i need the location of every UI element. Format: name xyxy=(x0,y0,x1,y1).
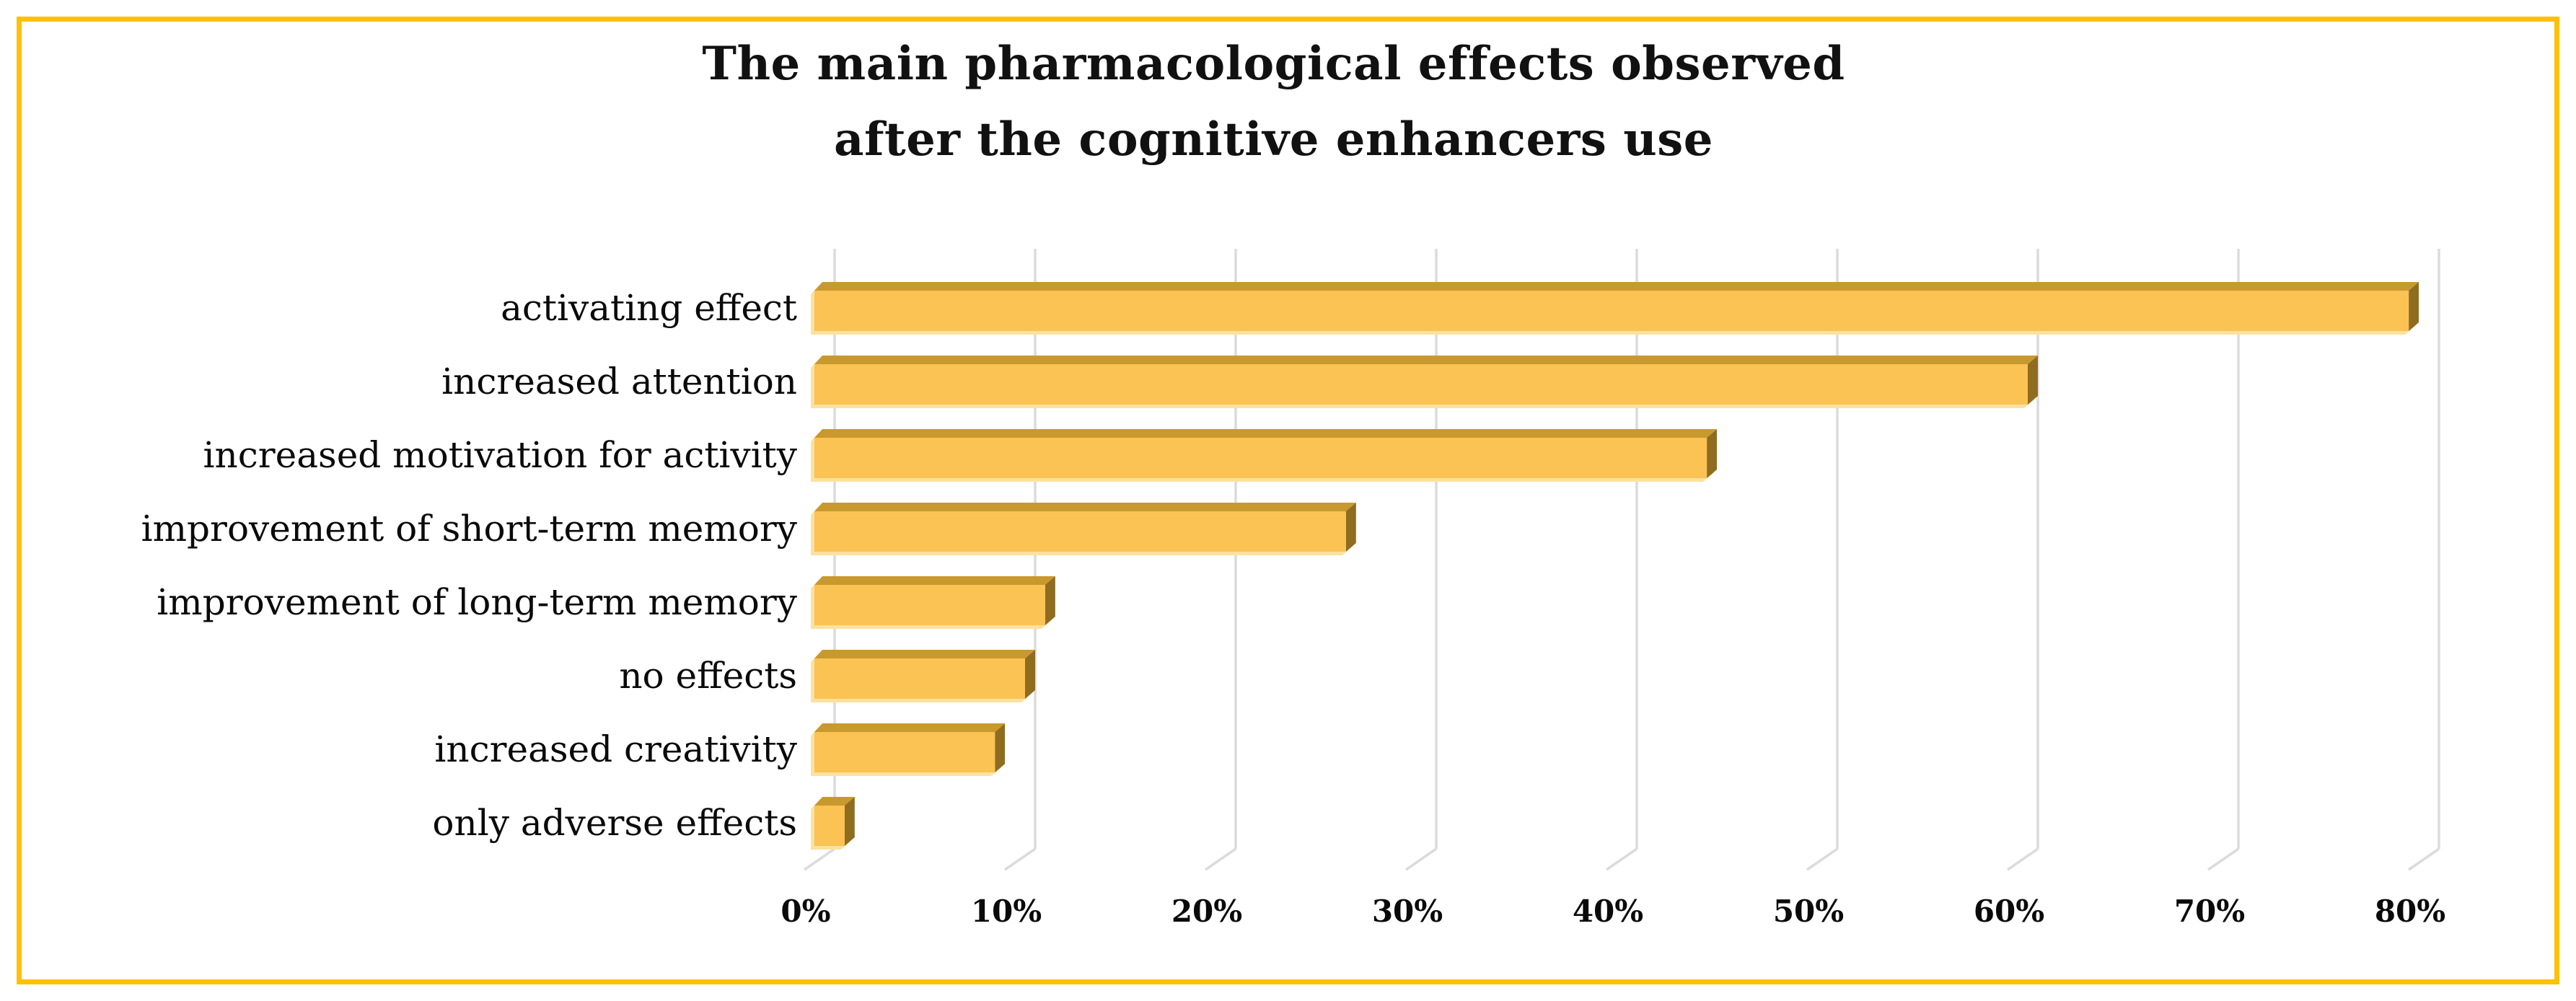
bar-increased-attention xyxy=(814,356,2038,405)
gridline-foot-0 xyxy=(804,847,835,871)
category-label-only-adverse-effects: only adverse effects xyxy=(432,802,797,844)
category-label-activating-effect: activating effect xyxy=(501,287,797,329)
bar-bevel xyxy=(814,723,1005,732)
x-tick-80: 80% xyxy=(2374,894,2446,929)
bar-activating-effect xyxy=(814,282,2419,331)
plot-grid xyxy=(804,249,2440,871)
bar-cap xyxy=(2409,282,2419,331)
gridline-foot-30 xyxy=(1405,847,1437,871)
bar-cap xyxy=(1707,429,1717,478)
x-tick-70: 70% xyxy=(2173,894,2246,929)
x-tick-30: 30% xyxy=(1371,894,1443,929)
x-tick-10: 10% xyxy=(970,894,1042,929)
bar-bevel xyxy=(814,576,1055,585)
chart-title-line-1: The main pharmacological effects observe… xyxy=(702,37,1845,91)
x-tick-50: 50% xyxy=(1772,894,1845,929)
bar-cap xyxy=(1346,503,1356,552)
bar-cap xyxy=(1045,576,1055,625)
gridline-foot-60 xyxy=(2007,847,2039,871)
x-tick-60: 60% xyxy=(1973,894,2045,929)
gridline-foot-80 xyxy=(2408,847,2440,871)
bar-face xyxy=(814,438,1707,478)
bar-cap xyxy=(995,723,1005,772)
category-label-no-effects: no effects xyxy=(619,655,797,697)
bar-face xyxy=(814,364,2028,405)
bar-only-adverse-effects xyxy=(814,797,855,846)
bar-increased-motivation-for-activity xyxy=(814,429,1717,478)
bar-face xyxy=(814,511,1346,552)
gridline-foot-20 xyxy=(1205,847,1236,871)
category-label-improvement-of-long-term-memory: improvement of long-term memory xyxy=(157,581,797,623)
gridline-foot-70 xyxy=(2207,847,2239,871)
figure-frame: The main pharmacological effects observe… xyxy=(17,17,2559,984)
category-label-increased-motivation-for-activity: increased motivation for activity xyxy=(203,434,797,476)
category-label-increased-creativity: increased creativity xyxy=(434,728,797,770)
bar-increased-creativity xyxy=(814,723,1005,772)
bar-improvement-of-long-term-memory xyxy=(814,576,1055,625)
bar-face xyxy=(814,585,1045,625)
bar-bevel xyxy=(814,797,855,806)
bar-cap xyxy=(845,797,855,846)
x-tick-40: 40% xyxy=(1572,894,1644,929)
bar-improvement-of-short-term-memory xyxy=(814,503,1356,552)
bar-bevel xyxy=(814,282,2419,291)
bar-cap xyxy=(1025,650,1035,699)
bar-bevel xyxy=(814,650,1035,658)
chart-title-line-2: after the cognitive enhancers use xyxy=(834,113,1713,167)
category-label-increased-attention: increased attention xyxy=(441,361,797,402)
bar-face xyxy=(814,291,2409,331)
bar-bevel xyxy=(814,503,1356,511)
bar-face xyxy=(814,732,995,772)
x-tick-20: 20% xyxy=(1171,894,1243,929)
bar-bevel xyxy=(814,429,1717,438)
chart-title: The main pharmacological effects observe… xyxy=(22,26,2526,177)
chart-area: The main pharmacological effects observe… xyxy=(22,22,2554,979)
bar-cap xyxy=(2028,356,2038,405)
gridline-foot-10 xyxy=(1004,847,1036,871)
bar-face xyxy=(814,806,845,846)
bar-face xyxy=(814,658,1025,699)
x-tick-0: 0% xyxy=(781,894,831,929)
bar-no-effects xyxy=(814,650,1035,699)
gridline-foot-50 xyxy=(1806,847,1838,871)
bar-bevel xyxy=(814,356,2038,364)
category-label-improvement-of-short-term-memory: improvement of short-term memory xyxy=(141,508,797,550)
gridline-foot-40 xyxy=(1606,847,1638,871)
